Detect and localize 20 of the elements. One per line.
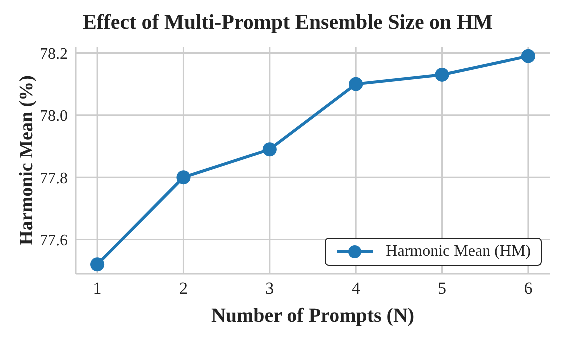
- x-tick-label: 2: [179, 279, 188, 298]
- y-tick-label: 78.0: [40, 108, 68, 126]
- x-tick-label: 1: [93, 279, 102, 298]
- x-tick-label: 5: [438, 279, 447, 298]
- y-tick-label: 77.6: [40, 232, 68, 250]
- y-tick-label: 78.2: [40, 46, 68, 63]
- x-tick-label: 4: [352, 279, 361, 298]
- x-tick-label: 3: [266, 279, 274, 298]
- point: [176, 170, 191, 185]
- legend-label: Harmonic Mean (HM): [386, 243, 531, 261]
- x-axis-title: Number of Prompts (N): [211, 305, 415, 328]
- point: [435, 68, 450, 82]
- point: [349, 77, 364, 92]
- y-tick-label: 77.8: [40, 170, 68, 188]
- x-tick-label: 6: [524, 279, 533, 298]
- point: [262, 142, 277, 157]
- y-axis-title: Harmonic Mean (%): [16, 76, 38, 246]
- point: [90, 258, 105, 272]
- chart-title: Effect of Multi-Prompt Ensemble Size on HM: [82, 9, 494, 36]
- point: [521, 49, 536, 64]
